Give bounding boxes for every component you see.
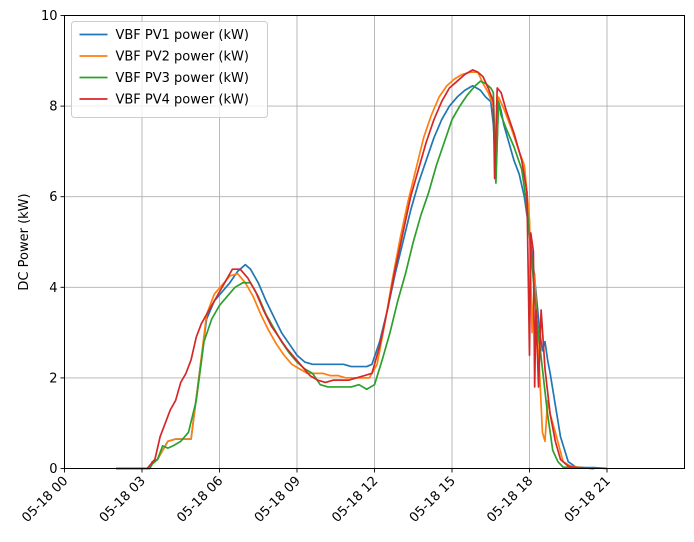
y-tick-label: 2: [49, 371, 57, 386]
legend-label: VBF PV1 power (kW): [116, 28, 249, 43]
y-tick-label: 8: [49, 100, 57, 115]
y-tick-label: 10: [41, 9, 58, 24]
y-axis-label: DC Power (kW): [17, 193, 32, 290]
y-axis: 0 2 4 6 8 10: [41, 9, 65, 477]
y-tick-label: 6: [49, 190, 57, 205]
legend-label: VBF PV3 power (kW): [116, 71, 249, 86]
legend-label: VBF PV2 power (kW): [116, 50, 249, 65]
y-tick-label: 0: [49, 462, 57, 477]
legend-box: [71, 21, 268, 118]
series-line-pv3: [116, 80, 595, 470]
series-lines: [116, 69, 608, 470]
legend-label: VBF PV4 power (kW): [116, 93, 249, 108]
y-tick-label: 4: [49, 281, 57, 296]
legend: VBF PV1 power (kW) VBF PV2 power (kW) VBF …: [71, 21, 268, 118]
series-line-pv4: [116, 69, 595, 470]
